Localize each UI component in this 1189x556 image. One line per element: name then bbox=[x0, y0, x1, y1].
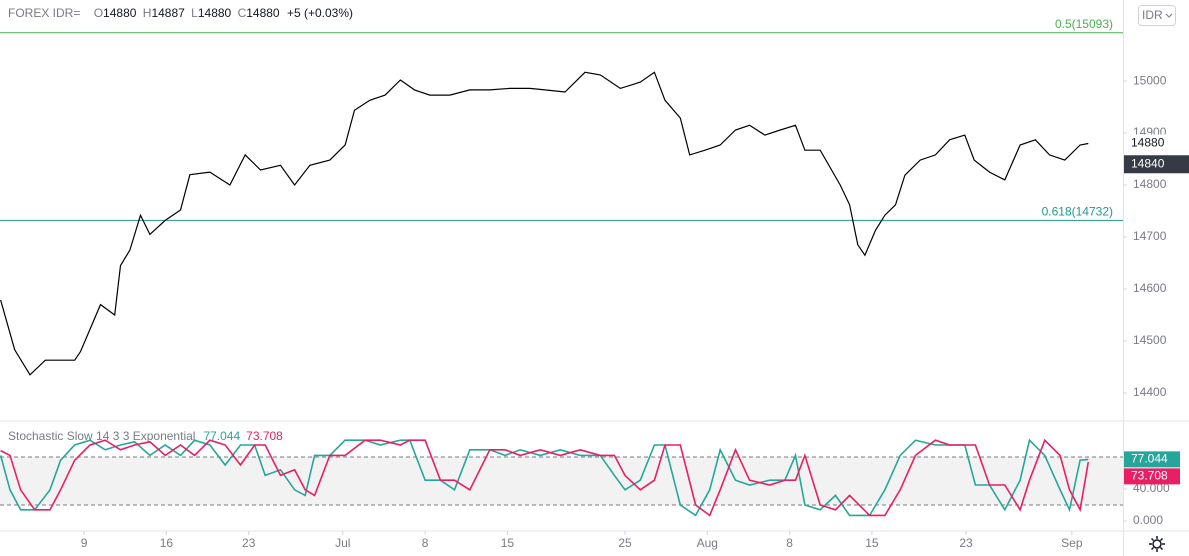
y-tick-label: 14500 bbox=[1133, 333, 1167, 347]
y-tick-label: 14800 bbox=[1133, 177, 1167, 191]
value-badge bbox=[1124, 451, 1180, 468]
fib-label: 0.5(15093) bbox=[1055, 17, 1113, 31]
settings-gear[interactable] bbox=[1152, 539, 1162, 549]
x-tick-label: 23 bbox=[242, 536, 256, 550]
plot-layer bbox=[0, 32, 1123, 517]
y-tick-label: 0.000 bbox=[1133, 513, 1163, 527]
y-tick-label: 14700 bbox=[1133, 229, 1167, 243]
indicator-value: 73.708 bbox=[246, 429, 283, 443]
x-tick-label: Aug bbox=[697, 536, 718, 550]
indicator-value: 77.044 bbox=[203, 429, 240, 443]
settings-gear-teeth[interactable] bbox=[1149, 536, 1165, 552]
ohlc-label: H bbox=[143, 6, 152, 20]
currency-button[interactable] bbox=[1138, 5, 1176, 26]
y-tick-label: 40.000 bbox=[1133, 481, 1170, 495]
currency-label[interactable]: IDR bbox=[1142, 8, 1163, 22]
price-badge bbox=[1124, 155, 1189, 174]
dropdown-arrow[interactable] bbox=[1165, 13, 1173, 18]
price-badge bbox=[1124, 134, 1189, 153]
legend-header: FOREX IDR= O14880 H14887 L14880 C14880 +… bbox=[8, 6, 353, 20]
x-tick-label: 15 bbox=[865, 536, 879, 550]
indicator-title: Stochastic Slow 14 3 3 Exponential bbox=[8, 429, 195, 443]
value-badge-label: 73.708 bbox=[1131, 469, 1168, 483]
x-tick-label: 8 bbox=[786, 536, 793, 550]
value-badge bbox=[1124, 468, 1180, 485]
series-line bbox=[0, 438, 1090, 517]
ohlc-label: C bbox=[238, 6, 247, 20]
ohlc-value: 14880 bbox=[198, 6, 232, 20]
x-tick-label: 15 bbox=[501, 536, 515, 550]
ohlc-value: 14880 bbox=[103, 6, 137, 20]
ohlc-label: O bbox=[94, 6, 103, 20]
ohlc-value: 14887 bbox=[151, 6, 185, 20]
settings-icon[interactable] bbox=[1149, 536, 1165, 552]
value-badge-label: 77.044 bbox=[1131, 452, 1168, 466]
price-badge-label: 14840 bbox=[1131, 156, 1165, 170]
ohlc-value: 14880 bbox=[246, 6, 280, 20]
series-line bbox=[0, 71, 1089, 376]
x-tick-label: 23 bbox=[959, 536, 973, 550]
y-tick-label: 15000 bbox=[1133, 73, 1167, 87]
x-tick-label: 8 bbox=[422, 536, 429, 550]
y-tick-label: 14600 bbox=[1133, 281, 1167, 295]
y-tick-label: 14400 bbox=[1133, 385, 1167, 399]
x-tick-label: Jul bbox=[335, 536, 350, 550]
change: +5 (+0.03%) bbox=[287, 6, 353, 20]
band-background bbox=[0, 457, 1123, 505]
x-tick-label: Sep bbox=[1061, 536, 1083, 550]
x-tick-label: 25 bbox=[618, 536, 632, 550]
x-tick-label: 16 bbox=[160, 536, 174, 550]
fib-label: 0.618(14732) bbox=[1042, 205, 1113, 219]
x-tick-label: 9 bbox=[81, 536, 88, 550]
price-badge-label: 14880 bbox=[1131, 136, 1165, 150]
ohlc-label: L bbox=[191, 6, 198, 20]
symbol: FOREX IDR= bbox=[8, 6, 80, 20]
